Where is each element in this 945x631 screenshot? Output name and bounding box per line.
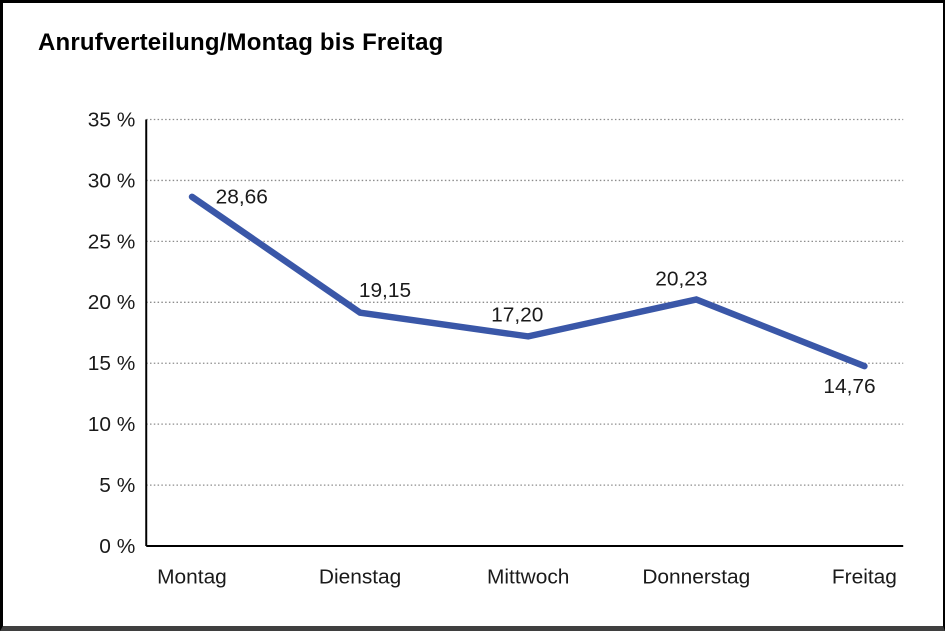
y-tick-label: 20 % bbox=[88, 291, 136, 314]
x-axis-label: Mittwoch bbox=[487, 566, 569, 589]
data-series-line bbox=[188, 193, 868, 370]
data-point-label: 14,76 bbox=[823, 375, 875, 398]
data-point-label: 20,23 bbox=[655, 268, 707, 291]
chart-title: Anrufverteilung/Montag bis Freitag bbox=[38, 29, 444, 56]
y-tick-label: 15 % bbox=[88, 352, 136, 375]
y-tick-label: 5 % bbox=[99, 474, 135, 497]
x-axis-label: Freitag bbox=[832, 566, 897, 589]
y-tick-label: 0 % bbox=[99, 535, 135, 558]
line-chart-canvas: 0 % 5 % 10 % 15 % 20 % 25 % 30 % 35 % 28,66 19,15… bbox=[88, 108, 904, 589]
data-point-label: 19,15 bbox=[359, 279, 411, 302]
y-tick-label: 10 % bbox=[88, 413, 136, 436]
x-axis-label: Dienstag bbox=[319, 566, 401, 589]
data-point-label: 28,66 bbox=[216, 186, 268, 209]
data-point-label: 17,20 bbox=[491, 304, 543, 327]
y-tick-label: 35 % bbox=[88, 108, 136, 131]
x-axis-label: Montag bbox=[157, 566, 227, 589]
x-axis-label: Donnerstag bbox=[642, 566, 750, 589]
y-tick-label: 30 % bbox=[88, 169, 136, 192]
y-tick-label: 25 % bbox=[88, 230, 136, 253]
